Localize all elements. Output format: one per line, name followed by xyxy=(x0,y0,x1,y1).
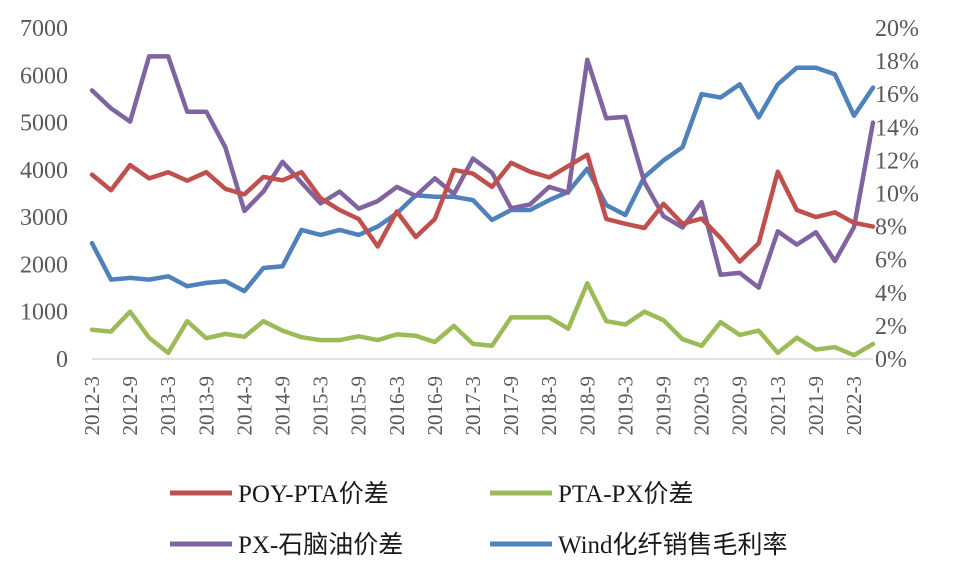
legend-label-2: PX-石脑油价差 xyxy=(238,531,403,559)
x-tick-label: 2021-9 xyxy=(804,376,828,436)
x-tick-label: 2020-3 xyxy=(690,376,714,436)
y-left-tick-label: 5000 xyxy=(20,111,68,137)
y-left-tick-label: 1000 xyxy=(20,300,68,326)
x-tick-label: 2018-9 xyxy=(575,376,599,436)
y-right-tick-label: 14% xyxy=(875,115,919,141)
plot-area xyxy=(89,54,876,358)
y-right-tick-label: 0% xyxy=(875,347,907,373)
legend-label-0: POY-PTA价差 xyxy=(238,480,389,508)
x-tick-label: 2014-9 xyxy=(270,376,294,436)
y-right-tick-label: 2% xyxy=(875,314,907,340)
y-right-tick-label: 12% xyxy=(875,148,919,174)
x-tick-label: 2020-9 xyxy=(728,376,752,436)
x-tick-label: 2014-3 xyxy=(232,376,256,436)
y-right-tick-label: 18% xyxy=(875,49,919,75)
x-tick-label: 2018-3 xyxy=(537,376,561,436)
series-line-2 xyxy=(89,54,876,290)
x-tick-label: 2017-3 xyxy=(461,376,485,436)
x-axis: 2012-3 2012-9 2013-3 2013-9 2014-3 2014-9 2015… xyxy=(80,376,866,436)
y-left-tick-label: 3000 xyxy=(20,205,68,231)
x-tick-label: 2015-3 xyxy=(309,376,333,436)
x-tick-label: 2013-9 xyxy=(194,376,218,436)
x-tick-label: 2021-3 xyxy=(766,376,790,436)
y-axis-right: 0% 2% 4% 6% 8% 10% 12% 14% 16% 18% 20% xyxy=(875,16,919,373)
x-tick-label: 2019-3 xyxy=(613,376,637,436)
legend-label-3: Wind化纤销售毛利率 xyxy=(558,531,788,559)
x-tick-label: 2015-9 xyxy=(347,376,371,436)
x-tick-label: 2022-3 xyxy=(842,376,866,436)
x-tick-label: 2017-9 xyxy=(499,376,523,436)
y-left-tick-label: 0 xyxy=(56,347,68,373)
y-right-tick-label: 8% xyxy=(875,215,907,241)
series-line-1 xyxy=(89,281,876,358)
x-tick-label: 2012-3 xyxy=(80,376,104,436)
y-right-tick-label: 4% xyxy=(875,281,907,307)
y-axis-left: 0 1000 2000 3000 4000 5000 6000 7000 xyxy=(20,16,68,373)
y-right-tick-label: 6% xyxy=(875,248,907,274)
x-tick-label: 2019-9 xyxy=(651,376,675,436)
x-tick-label: 2012-9 xyxy=(118,376,142,436)
legend: POY-PTA价差 PTA-PX价差 PX-石脑油价差 Wind化纤销售毛利率 xyxy=(170,480,788,559)
x-tick-label: 2016-9 xyxy=(423,376,447,436)
series-line-3 xyxy=(89,65,876,294)
y-left-tick-label: 2000 xyxy=(20,252,68,278)
y-right-tick-label: 10% xyxy=(875,182,919,208)
y-right-tick-label: 20% xyxy=(875,16,919,42)
y-right-tick-label: 16% xyxy=(875,82,919,108)
legend-label-1: PTA-PX价差 xyxy=(558,480,694,508)
series-line-0 xyxy=(89,152,876,264)
y-left-tick-label: 7000 xyxy=(20,16,68,42)
y-left-tick-label: 6000 xyxy=(20,63,68,89)
x-tick-label: 2016-3 xyxy=(385,376,409,436)
y-left-tick-label: 4000 xyxy=(20,158,68,184)
x-tick-label: 2013-3 xyxy=(156,376,180,436)
